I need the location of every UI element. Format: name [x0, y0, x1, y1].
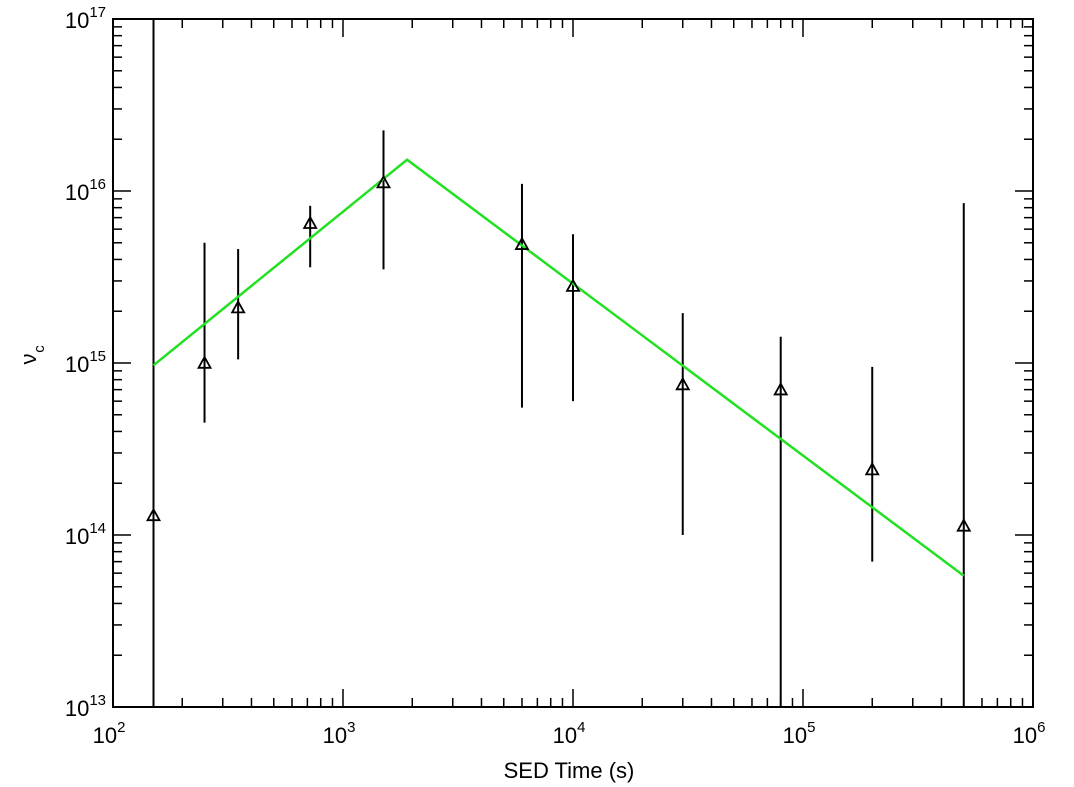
- y-tick-label: 1016: [65, 176, 106, 205]
- y-tick-label: 1017: [65, 4, 106, 33]
- error-bars: [152, 19, 965, 707]
- y-axis-title: ν c: [16, 345, 48, 365]
- x-tick-labels: 102 103 104 105 106: [93, 719, 1046, 748]
- data-point: [773, 381, 789, 396]
- data-markers: [145, 174, 972, 532]
- data-point: [230, 299, 246, 314]
- axis-ticks: [112, 19, 1033, 708]
- data-point: [864, 461, 880, 476]
- data-point: [145, 507, 162, 522]
- data-point: [302, 215, 318, 229]
- x-tick-label: 103: [323, 719, 356, 748]
- y-axis-symbol: ν: [16, 354, 41, 365]
- data-point: [514, 236, 530, 250]
- data-point: [196, 355, 213, 369]
- y-axis-subscript: c: [31, 345, 48, 353]
- x-tick-label: 105: [783, 719, 816, 748]
- y-tick-label: 1015: [65, 348, 106, 377]
- data-point: [565, 278, 581, 292]
- y-tick-labels: 1013 1014 1015 1016 1017: [65, 4, 106, 721]
- x-tick-label: 102: [93, 719, 126, 748]
- y-tick-label: 1013: [65, 692, 106, 721]
- x-tick-label: 106: [1013, 719, 1046, 748]
- data-point: [675, 376, 691, 391]
- x-tick-label: 104: [553, 719, 586, 748]
- y-tick-label: 1014: [65, 520, 106, 549]
- fit-line: [152, 158, 965, 577]
- data-point: [375, 174, 392, 189]
- data-point: [956, 518, 972, 532]
- x-axis-title: SED Time (s): [504, 758, 635, 783]
